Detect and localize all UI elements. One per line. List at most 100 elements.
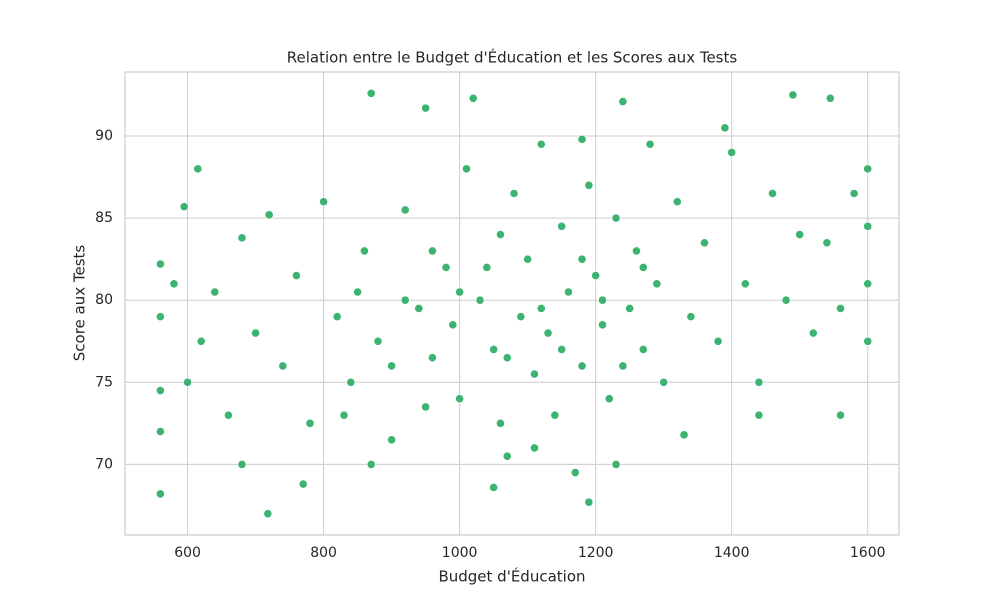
point bbox=[835, 410, 846, 420]
point bbox=[577, 134, 587, 144]
point bbox=[366, 459, 376, 470]
point bbox=[529, 443, 540, 453]
point bbox=[863, 279, 873, 289]
point bbox=[754, 377, 764, 387]
point bbox=[339, 410, 349, 420]
point bbox=[849, 188, 859, 199]
point bbox=[210, 287, 220, 297]
point bbox=[421, 402, 431, 412]
point bbox=[223, 410, 233, 420]
point bbox=[346, 377, 356, 387]
point bbox=[822, 238, 832, 248]
y-tick-label: 75 bbox=[95, 374, 113, 390]
point bbox=[557, 344, 567, 355]
point bbox=[263, 509, 273, 519]
point bbox=[502, 353, 512, 363]
point bbox=[489, 344, 499, 355]
point bbox=[863, 336, 873, 346]
chart-title: Relation entre le Budget d'Éducation et … bbox=[287, 48, 738, 67]
point bbox=[237, 233, 247, 243]
point bbox=[631, 246, 642, 256]
y-tick-label: 85 bbox=[95, 210, 113, 226]
y-tick-label: 80 bbox=[95, 292, 113, 308]
point bbox=[468, 93, 478, 103]
point bbox=[584, 180, 594, 190]
point bbox=[591, 270, 601, 281]
point bbox=[495, 229, 506, 240]
point bbox=[652, 279, 662, 289]
point bbox=[427, 246, 438, 256]
point bbox=[373, 336, 383, 346]
y-tick-label: 70 bbox=[95, 456, 113, 472]
point bbox=[563, 287, 574, 297]
point bbox=[353, 287, 363, 297]
point bbox=[835, 303, 846, 314]
point bbox=[686, 312, 696, 322]
point bbox=[448, 320, 458, 330]
point bbox=[529, 369, 540, 379]
point bbox=[672, 197, 682, 207]
point bbox=[427, 353, 438, 363]
point bbox=[400, 295, 410, 305]
point bbox=[754, 410, 764, 420]
point bbox=[155, 259, 165, 269]
point bbox=[863, 221, 873, 231]
point bbox=[720, 123, 730, 133]
point bbox=[645, 139, 655, 149]
point bbox=[359, 246, 370, 256]
point bbox=[713, 336, 723, 346]
point bbox=[495, 418, 506, 428]
point bbox=[414, 303, 424, 314]
point bbox=[597, 320, 608, 330]
x-tick-label: 600 bbox=[174, 545, 201, 561]
point bbox=[169, 279, 179, 289]
point bbox=[808, 328, 818, 338]
point bbox=[366, 88, 376, 98]
point bbox=[155, 489, 165, 499]
point bbox=[604, 394, 614, 404]
point bbox=[550, 410, 560, 420]
x-tick-label: 800 bbox=[310, 545, 337, 561]
point bbox=[502, 451, 512, 461]
point bbox=[638, 262, 648, 272]
point bbox=[611, 459, 621, 470]
x-tick-label: 1200 bbox=[578, 545, 614, 561]
point bbox=[699, 238, 710, 248]
point bbox=[475, 295, 485, 305]
point bbox=[155, 426, 165, 437]
point bbox=[557, 221, 567, 231]
point bbox=[638, 344, 648, 355]
point bbox=[788, 90, 798, 100]
point bbox=[441, 262, 451, 272]
point bbox=[179, 202, 189, 212]
point bbox=[264, 210, 274, 220]
point bbox=[193, 164, 203, 174]
point bbox=[421, 103, 431, 113]
point bbox=[291, 270, 301, 281]
y-axis-label: Score aux Tests bbox=[71, 245, 89, 362]
point bbox=[489, 482, 499, 492]
point bbox=[584, 497, 594, 507]
point bbox=[400, 205, 410, 215]
point bbox=[543, 328, 553, 338]
x-tick-label: 1600 bbox=[850, 545, 886, 561]
point bbox=[577, 361, 587, 371]
x-tick-label: 1000 bbox=[442, 545, 478, 561]
point bbox=[611, 213, 621, 223]
x-tick-label: 1400 bbox=[714, 545, 750, 561]
point bbox=[509, 188, 519, 199]
point bbox=[570, 468, 580, 478]
point bbox=[319, 197, 329, 207]
point bbox=[455, 394, 465, 404]
point bbox=[482, 262, 492, 272]
point bbox=[516, 312, 526, 322]
point bbox=[461, 164, 472, 174]
point bbox=[727, 147, 737, 158]
point bbox=[577, 254, 587, 264]
point bbox=[278, 361, 288, 371]
point bbox=[597, 295, 608, 305]
point bbox=[740, 279, 750, 289]
point bbox=[795, 229, 805, 240]
point bbox=[305, 418, 315, 428]
point bbox=[332, 312, 342, 322]
